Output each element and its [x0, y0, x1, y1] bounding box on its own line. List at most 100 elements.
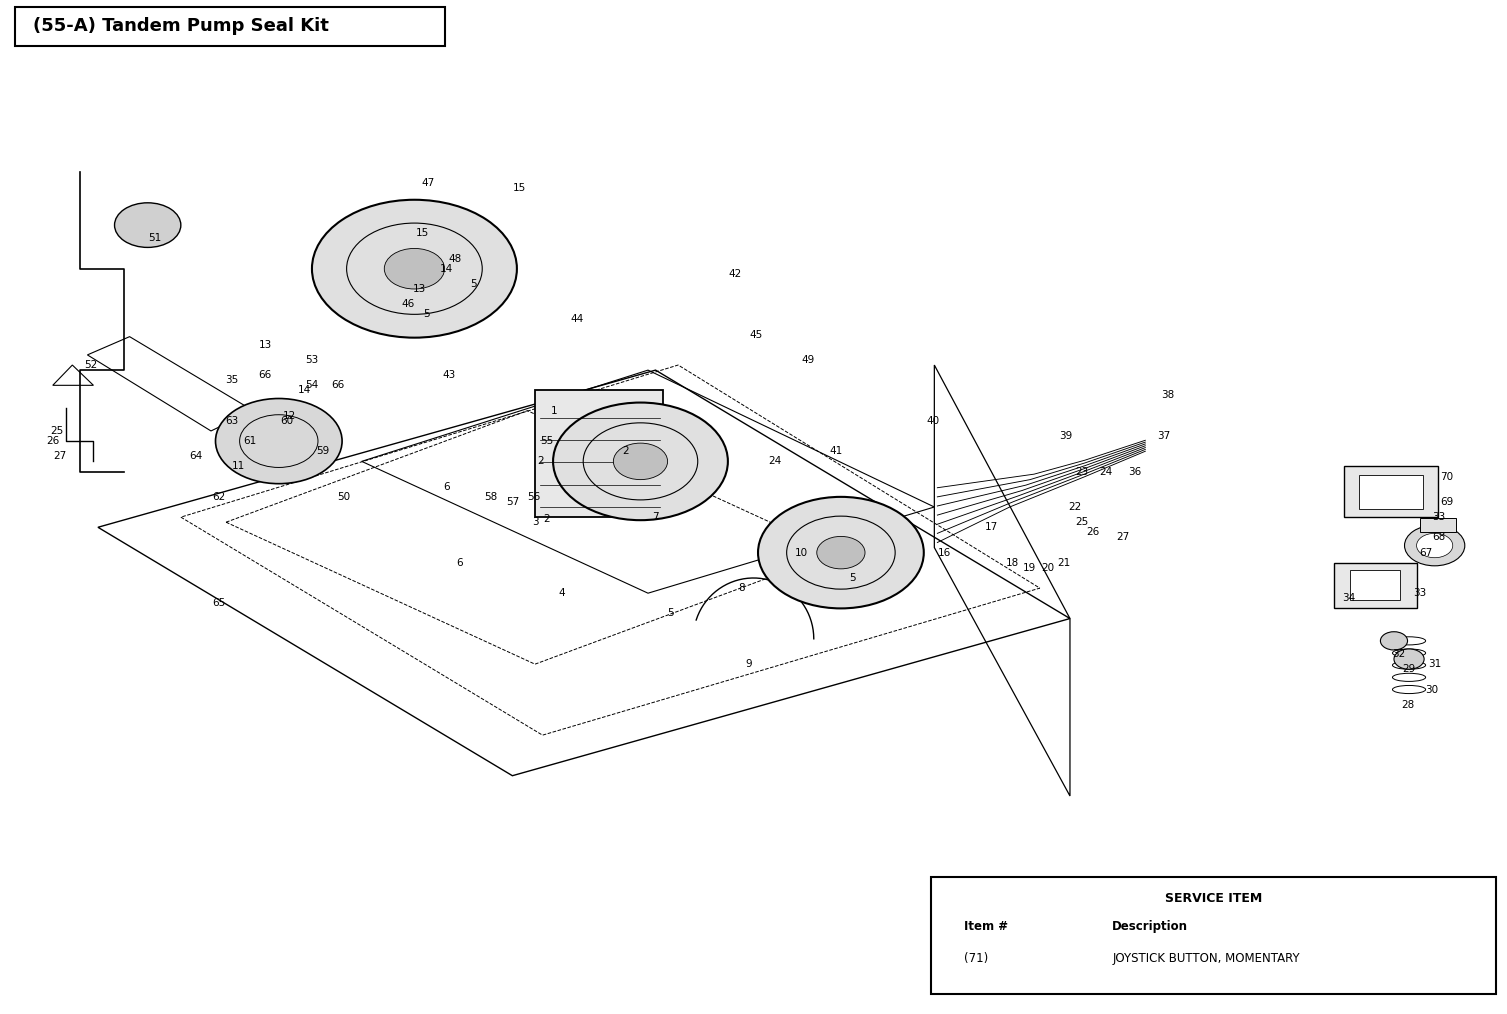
Text: 69: 69: [1441, 497, 1453, 507]
Bar: [1344, 466, 1438, 517]
Text: 25: 25: [51, 426, 63, 436]
Text: 5: 5: [668, 608, 674, 619]
Text: 14: 14: [440, 264, 452, 274]
Text: 47: 47: [422, 177, 434, 188]
Bar: [1334, 563, 1417, 608]
Text: 60: 60: [280, 416, 292, 426]
Bar: [1359, 475, 1423, 509]
Circle shape: [115, 203, 181, 247]
Text: 42: 42: [729, 269, 741, 279]
Text: 5: 5: [470, 279, 476, 289]
Circle shape: [1417, 533, 1453, 558]
Circle shape: [553, 403, 728, 520]
Text: 9: 9: [746, 659, 752, 669]
Text: 68: 68: [1433, 532, 1445, 542]
Text: JOYSTICK BUTTON, MOMENTARY: JOYSTICK BUTTON, MOMENTARY: [1112, 952, 1301, 965]
Bar: [1350, 570, 1400, 600]
Text: 37: 37: [1157, 431, 1169, 441]
Text: 3: 3: [532, 517, 538, 527]
Text: 46: 46: [402, 299, 414, 309]
Text: 27: 27: [54, 451, 66, 461]
Circle shape: [1405, 525, 1465, 566]
Text: 18: 18: [1007, 558, 1019, 568]
Text: 41: 41: [830, 446, 842, 456]
Text: 48: 48: [449, 254, 461, 264]
Text: 1: 1: [552, 406, 558, 416]
Text: 15: 15: [514, 183, 526, 193]
Text: 51: 51: [149, 233, 161, 243]
Text: 38: 38: [1162, 390, 1174, 401]
Text: 19: 19: [1023, 563, 1035, 573]
Text: 57: 57: [506, 497, 518, 507]
Text: 70: 70: [1441, 472, 1453, 482]
Text: 12: 12: [283, 411, 295, 421]
Text: 8: 8: [738, 583, 744, 593]
Text: 67: 67: [1420, 548, 1432, 558]
Text: 6: 6: [457, 558, 463, 568]
Text: 23: 23: [1076, 466, 1088, 477]
Circle shape: [312, 200, 517, 338]
Text: 59: 59: [316, 446, 329, 456]
Text: 40: 40: [927, 416, 939, 426]
Text: 33: 33: [1433, 512, 1445, 522]
Text: 32: 32: [1392, 649, 1405, 659]
Text: 66: 66: [259, 370, 271, 380]
Text: 53: 53: [306, 355, 318, 365]
Text: 26: 26: [47, 436, 59, 446]
Text: 25: 25: [1076, 517, 1088, 527]
Text: 5: 5: [850, 573, 856, 583]
Text: 62: 62: [212, 492, 225, 502]
Text: 30: 30: [1426, 684, 1438, 695]
Text: 54: 54: [306, 380, 318, 390]
Bar: [535, 390, 663, 517]
Circle shape: [384, 248, 445, 289]
Text: 17: 17: [986, 522, 998, 532]
Text: 28: 28: [1402, 700, 1414, 710]
Circle shape: [817, 536, 865, 569]
Text: 31: 31: [1429, 659, 1441, 669]
Text: 52: 52: [84, 360, 96, 370]
Text: 34: 34: [1343, 593, 1355, 603]
Text: 27: 27: [1117, 532, 1129, 542]
Text: 14: 14: [298, 385, 310, 395]
Text: 65: 65: [212, 598, 225, 608]
Bar: [1420, 518, 1456, 532]
Text: SERVICE ITEM: SERVICE ITEM: [1165, 891, 1263, 904]
Text: 33: 33: [1414, 588, 1426, 598]
Text: 26: 26: [1087, 527, 1099, 537]
Circle shape: [216, 399, 342, 484]
Text: 22: 22: [1068, 502, 1081, 512]
Text: 7: 7: [653, 512, 659, 522]
Text: (71): (71): [964, 952, 989, 965]
Text: 63: 63: [226, 416, 238, 426]
Text: 11: 11: [232, 461, 244, 472]
Text: 36: 36: [1129, 466, 1141, 477]
Text: 29: 29: [1403, 664, 1415, 674]
Text: 39: 39: [1059, 431, 1071, 441]
Text: 35: 35: [226, 375, 238, 385]
Text: 58: 58: [485, 492, 497, 502]
Text: 5: 5: [423, 309, 429, 319]
Circle shape: [613, 443, 668, 480]
Text: 24: 24: [1100, 466, 1112, 477]
Text: 55: 55: [541, 436, 553, 446]
Circle shape: [1394, 649, 1424, 669]
Text: 2: 2: [544, 514, 550, 524]
Text: (55-A) Tandem Pump Seal Kit: (55-A) Tandem Pump Seal Kit: [33, 17, 329, 35]
Text: 15: 15: [416, 228, 428, 238]
Text: 16: 16: [939, 548, 951, 558]
Text: 2: 2: [622, 446, 628, 456]
Text: 13: 13: [259, 340, 271, 350]
Text: 13: 13: [413, 284, 425, 294]
Text: 61: 61: [244, 436, 256, 446]
Text: 64: 64: [190, 451, 202, 461]
Text: 4: 4: [559, 588, 565, 598]
Text: 45: 45: [750, 330, 763, 340]
Text: 6: 6: [443, 482, 449, 492]
Circle shape: [758, 497, 924, 608]
Text: 10: 10: [796, 548, 808, 558]
Text: 44: 44: [571, 314, 583, 324]
Text: 21: 21: [1058, 558, 1070, 568]
Text: 2: 2: [538, 456, 544, 466]
Text: 50: 50: [338, 492, 350, 502]
